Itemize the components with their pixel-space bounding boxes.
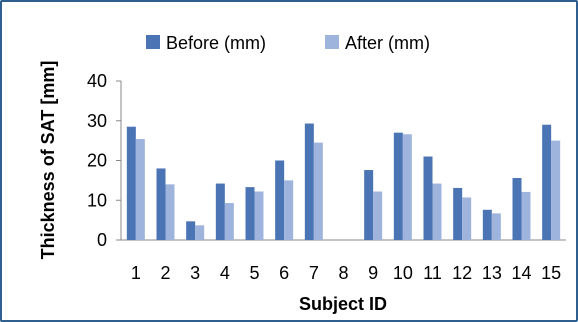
bar-after-subject-15 xyxy=(551,140,561,240)
y-tick-label: 20 xyxy=(87,151,107,171)
bar-after-subject-3 xyxy=(195,225,205,240)
bar-before-subject-12 xyxy=(453,187,463,240)
bar-before-subject-7 xyxy=(304,123,314,240)
legend-swatch-before xyxy=(146,35,160,49)
bar-before-subject-11 xyxy=(423,156,433,240)
y-tick-label: 0 xyxy=(97,230,107,250)
bar-after-subject-10 xyxy=(402,134,412,240)
x-tick-label: 7 xyxy=(309,263,319,283)
y-tick-label: 30 xyxy=(87,111,107,131)
bar-after-subject-4 xyxy=(224,203,234,240)
y-axis-title: Thickness of SAT [mm] xyxy=(38,61,58,260)
bar-before-subject-3 xyxy=(186,221,196,240)
x-tick-label: 2 xyxy=(160,263,170,283)
x-tick-label: 4 xyxy=(220,263,230,283)
bar-before-subject-9 xyxy=(364,170,374,240)
bar-before-subject-4 xyxy=(215,183,225,240)
bar-after-subject-11 xyxy=(432,183,442,240)
x-tick-label: 8 xyxy=(338,263,348,283)
bar-after-subject-12 xyxy=(462,197,472,240)
x-axis-title: Subject ID xyxy=(299,294,387,314)
legend-label-after: After (mm) xyxy=(345,33,430,53)
bar-before-subject-14 xyxy=(512,177,522,240)
bar-after-subject-6 xyxy=(284,180,294,240)
bar-before-subject-1 xyxy=(126,126,136,240)
bar-after-subject-7 xyxy=(313,142,323,240)
x-tick-label: 1 xyxy=(131,263,141,283)
y-ticks: 0 10 20 30 40 xyxy=(87,71,121,250)
y-tick-label: 40 xyxy=(87,71,107,91)
bar-after-subject-5 xyxy=(254,191,264,240)
bar-before-subject-10 xyxy=(393,132,403,240)
x-tick-label: 5 xyxy=(249,263,259,283)
x-tick-label: 12 xyxy=(452,263,472,283)
x-tick-label: 15 xyxy=(541,263,561,283)
x-tick-label: 9 xyxy=(368,263,378,283)
legend-swatch-after xyxy=(325,35,339,49)
bar-before-subject-5 xyxy=(245,187,255,240)
bar-before-subject-6 xyxy=(275,160,285,240)
bar-after-subject-1 xyxy=(135,139,145,240)
bar-before-subject-15 xyxy=(542,124,552,240)
x-tick-label: 6 xyxy=(279,263,289,283)
x-tick-label: 14 xyxy=(511,263,531,283)
bars xyxy=(126,123,561,240)
x-tick-label: 13 xyxy=(482,263,502,283)
y-tick-label: 10 xyxy=(87,190,107,210)
legend-label-before: Before (mm) xyxy=(166,33,266,53)
bar-after-subject-9 xyxy=(373,191,383,240)
x-ticks: 1 2 3 4 5 6 7 8 9 10 11 12 13 14 15 xyxy=(131,263,561,283)
x-tick-label: 10 xyxy=(393,263,413,283)
bar-before-subject-13 xyxy=(482,209,492,240)
bar-after-subject-2 xyxy=(165,184,175,240)
legend: Before (mm) After (mm) xyxy=(146,33,430,53)
bar-before-subject-2 xyxy=(156,168,166,240)
x-tick-label: 3 xyxy=(190,263,200,283)
bar-after-subject-13 xyxy=(491,213,501,240)
x-tick-label: 11 xyxy=(423,263,442,283)
bar-after-subject-14 xyxy=(521,191,531,240)
